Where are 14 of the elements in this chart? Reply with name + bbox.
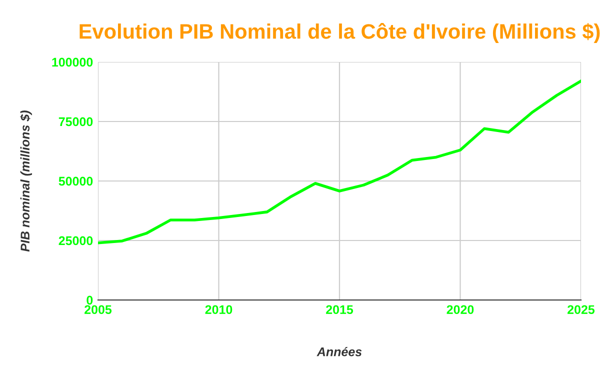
chart-title: Evolution PIB Nominal de la Côte d'Ivoire (Millions $): [80, 23, 600, 43]
y-axis-title: PIB nominal (millions $): [20, 110, 32, 252]
x-tick-label: 2010: [205, 305, 232, 314]
x-tick-label: 2015: [326, 305, 354, 314]
line-series: [98, 80, 581, 244]
y-tick-label: 50000: [58, 176, 93, 186]
y-tick-label: 75000: [58, 117, 93, 126]
x-axis-title: Années: [316, 346, 362, 356]
x-tick-label: 2005: [84, 305, 112, 314]
x-tick-label: 2025: [568, 305, 595, 314]
y-tick-label: 100000: [52, 58, 93, 67]
y-tick-label: 25000: [58, 236, 93, 246]
x-tick-label: 2020: [446, 305, 474, 314]
y-tick-label: 0: [86, 296, 93, 305]
